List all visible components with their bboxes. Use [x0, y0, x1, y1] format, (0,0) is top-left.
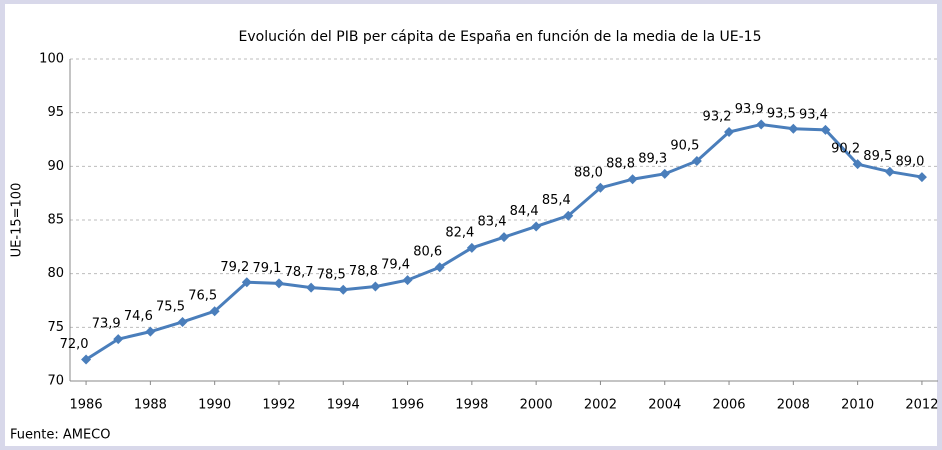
marker	[81, 354, 92, 365]
data-label: 88,8	[606, 157, 635, 172]
data-label: 74,6	[124, 309, 153, 324]
marker	[402, 275, 413, 286]
marker	[113, 334, 124, 345]
y-tick-label: 100	[39, 52, 64, 67]
data-label: 88,0	[574, 165, 603, 180]
x-tick-label: 2006	[712, 398, 745, 413]
y-tick-label: 80	[47, 266, 64, 281]
x-tick-label: 2010	[841, 398, 874, 413]
data-label: 79,4	[381, 258, 410, 273]
data-label: 93,9	[735, 102, 764, 117]
panel	[5, 4, 937, 446]
data-label: 78,5	[317, 267, 346, 282]
x-tick-label: 1994	[327, 398, 360, 413]
marker	[884, 166, 895, 177]
marker	[466, 242, 477, 253]
marker	[531, 221, 542, 232]
marker	[659, 168, 670, 179]
x-tick-label: 1988	[134, 398, 167, 413]
x-tick-label: 2002	[584, 398, 617, 413]
marker	[916, 172, 927, 183]
marker	[691, 155, 702, 166]
data-label: 76,5	[188, 289, 217, 304]
data-label: 90,5	[670, 138, 699, 153]
marker	[788, 123, 799, 134]
marker	[370, 281, 381, 292]
data-label: 72,0	[60, 337, 89, 352]
marker	[499, 232, 509, 243]
marker	[177, 316, 188, 327]
marker	[145, 326, 156, 337]
marker	[820, 124, 831, 135]
data-label: 90,2	[831, 142, 860, 157]
data-label: 93,5	[767, 106, 796, 121]
marker	[209, 306, 220, 317]
y-tick-label: 95	[47, 105, 64, 120]
x-tick-label: 2000	[520, 398, 553, 413]
source: Fuente: AMECO	[10, 428, 110, 443]
marker	[627, 174, 638, 185]
data-label: 83,4	[478, 215, 507, 230]
marker	[563, 210, 574, 221]
y-tick-label: 70	[47, 374, 64, 389]
data-label: 89,0	[895, 155, 924, 170]
marker	[273, 278, 284, 289]
x-tick-label: 2012	[905, 398, 938, 413]
marker	[434, 262, 445, 273]
marker	[306, 282, 317, 293]
x-tick-label: 1992	[262, 398, 295, 413]
data-label: 78,7	[285, 265, 314, 280]
x-tick-label: 1996	[391, 398, 424, 413]
y-tick-label: 90	[47, 159, 64, 174]
y-axis-label: UE-15=100	[10, 183, 25, 258]
marker	[241, 277, 252, 288]
data-label: 80,6	[413, 245, 442, 260]
data-label: 73,9	[92, 317, 121, 332]
x-tick-label: 2008	[777, 398, 810, 413]
x-tick-label: 1998	[455, 398, 488, 413]
data-label: 75,5	[156, 299, 185, 314]
marker	[756, 119, 767, 130]
data-label: 93,4	[799, 107, 828, 122]
data-label: 84,4	[510, 204, 539, 219]
x-tick-label: 1986	[70, 398, 103, 413]
data-label: 79,2	[220, 260, 249, 275]
y-tick-label: 85	[47, 213, 64, 228]
data-label: 89,3	[638, 151, 667, 166]
x-tick-label: 2004	[648, 398, 681, 413]
data-label: 79,1	[252, 261, 281, 276]
chart-title: Evolución del PIB per cápita de España e…	[239, 29, 762, 45]
marker	[724, 126, 735, 137]
data-label: 89,5	[863, 149, 892, 164]
marker	[338, 284, 349, 295]
data-label: 82,4	[445, 225, 474, 240]
data-label: 85,4	[542, 193, 571, 208]
data-label: 78,8	[349, 264, 378, 279]
y-tick-label: 75	[47, 320, 64, 335]
marker	[595, 182, 606, 193]
data-label: 93,2	[703, 109, 732, 124]
x-tick-label: 1990	[198, 398, 231, 413]
marker	[852, 159, 863, 170]
